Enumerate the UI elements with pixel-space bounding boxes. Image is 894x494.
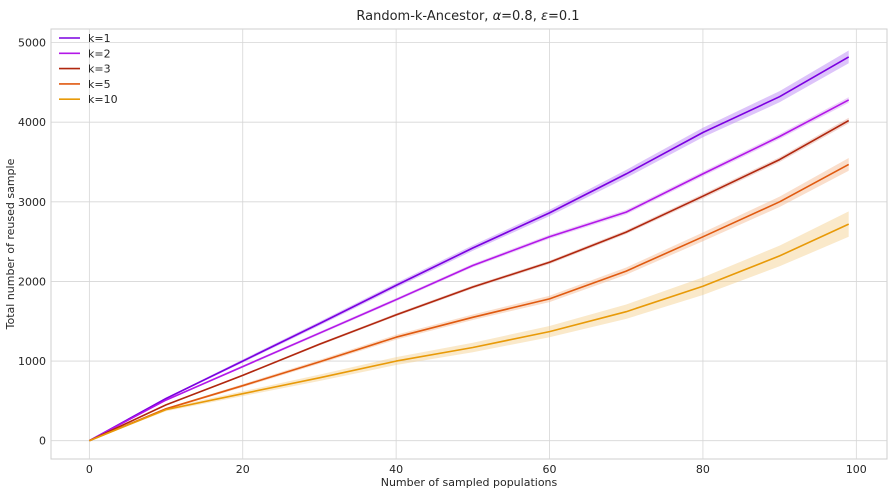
legend-label-k=5: k=5 [88, 78, 111, 91]
series-lines [88, 56, 850, 442]
x-tick-label: 100 [846, 463, 867, 476]
y-tick-label: 5000 [18, 37, 46, 50]
legend-label-k=3: k=3 [88, 63, 111, 76]
y-tick-label: 2000 [18, 275, 46, 288]
series-line-k=2 [88, 99, 850, 442]
x-tick-label: 0 [86, 463, 93, 476]
x-tick-label: 60 [543, 463, 557, 476]
x-tick-label: 40 [389, 463, 403, 476]
series-line-k=10 [88, 223, 850, 442]
x-axis-label: Number of sampled populations [381, 476, 558, 489]
series-line-k=3 [88, 119, 850, 442]
series-line-k=5 [88, 163, 850, 442]
grid [51, 29, 887, 459]
x-tick-label: 80 [696, 463, 710, 476]
legend-label-k=2: k=2 [88, 47, 111, 60]
y-axis-label: Total number of reused sample [4, 158, 17, 330]
legend-label-k=1: k=1 [88, 32, 111, 45]
confidence-band-k=2 [89, 97, 849, 441]
plot-area [50, 28, 888, 460]
legend: k=1 k=2 k=3 k=5 k=10 [59, 32, 118, 106]
series-line-k=1 [88, 56, 850, 442]
x-tick-label: 20 [236, 463, 250, 476]
y-tick-label: 1000 [18, 355, 46, 368]
confidence-band-k=10 [89, 211, 849, 441]
y-tick-label: 0 [39, 435, 46, 448]
legend-label-k=10: k=10 [88, 93, 118, 106]
chart-title: Random-k-Ancestor, α=0.8, ε=0.1 [356, 9, 579, 24]
y-tick-label: 3000 [18, 196, 46, 209]
y-tick-label: 4000 [18, 116, 46, 129]
